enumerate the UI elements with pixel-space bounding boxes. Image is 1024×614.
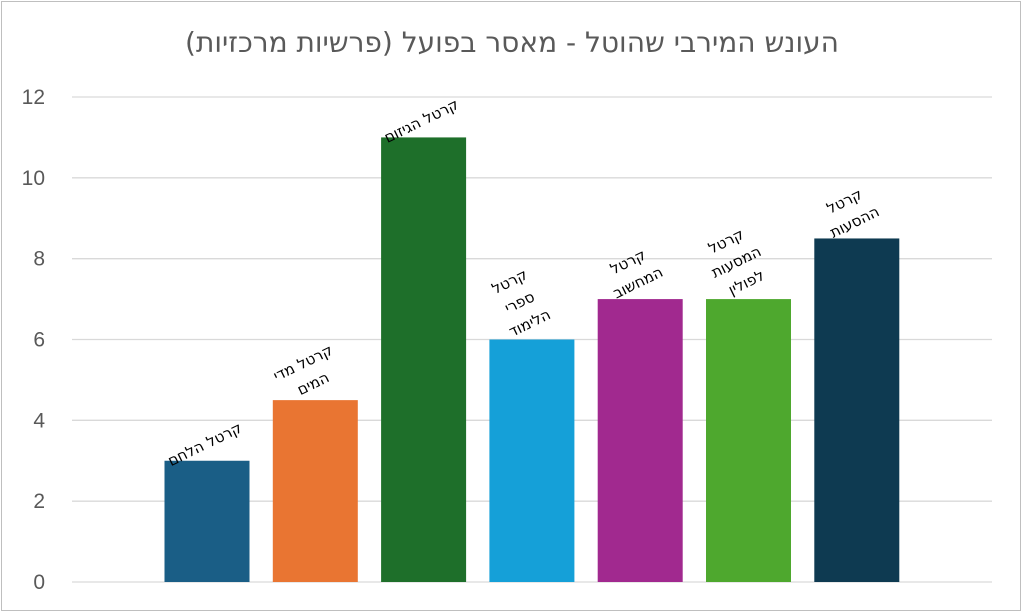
bar xyxy=(489,339,575,582)
y-axis-ticks: 0 2 4 6 8 10 12 xyxy=(22,86,46,594)
y-tick-label: 4 xyxy=(33,409,45,432)
bar xyxy=(381,137,467,582)
bar xyxy=(597,299,683,582)
y-tick-label: 0 xyxy=(33,571,45,594)
bars xyxy=(164,137,900,583)
y-tick-label: 12 xyxy=(22,86,45,109)
bar xyxy=(164,460,250,582)
bar xyxy=(814,238,900,583)
bar xyxy=(272,400,358,582)
bar xyxy=(706,299,791,582)
y-tick-label: 2 xyxy=(33,490,45,513)
y-tick-label: 6 xyxy=(33,329,45,352)
chart-title: העונש המירבי שהוטל - מאסר בפועל (פרשיות … xyxy=(185,26,839,59)
y-tick-label: 8 xyxy=(33,248,45,271)
y-tick-label: 10 xyxy=(22,167,45,190)
